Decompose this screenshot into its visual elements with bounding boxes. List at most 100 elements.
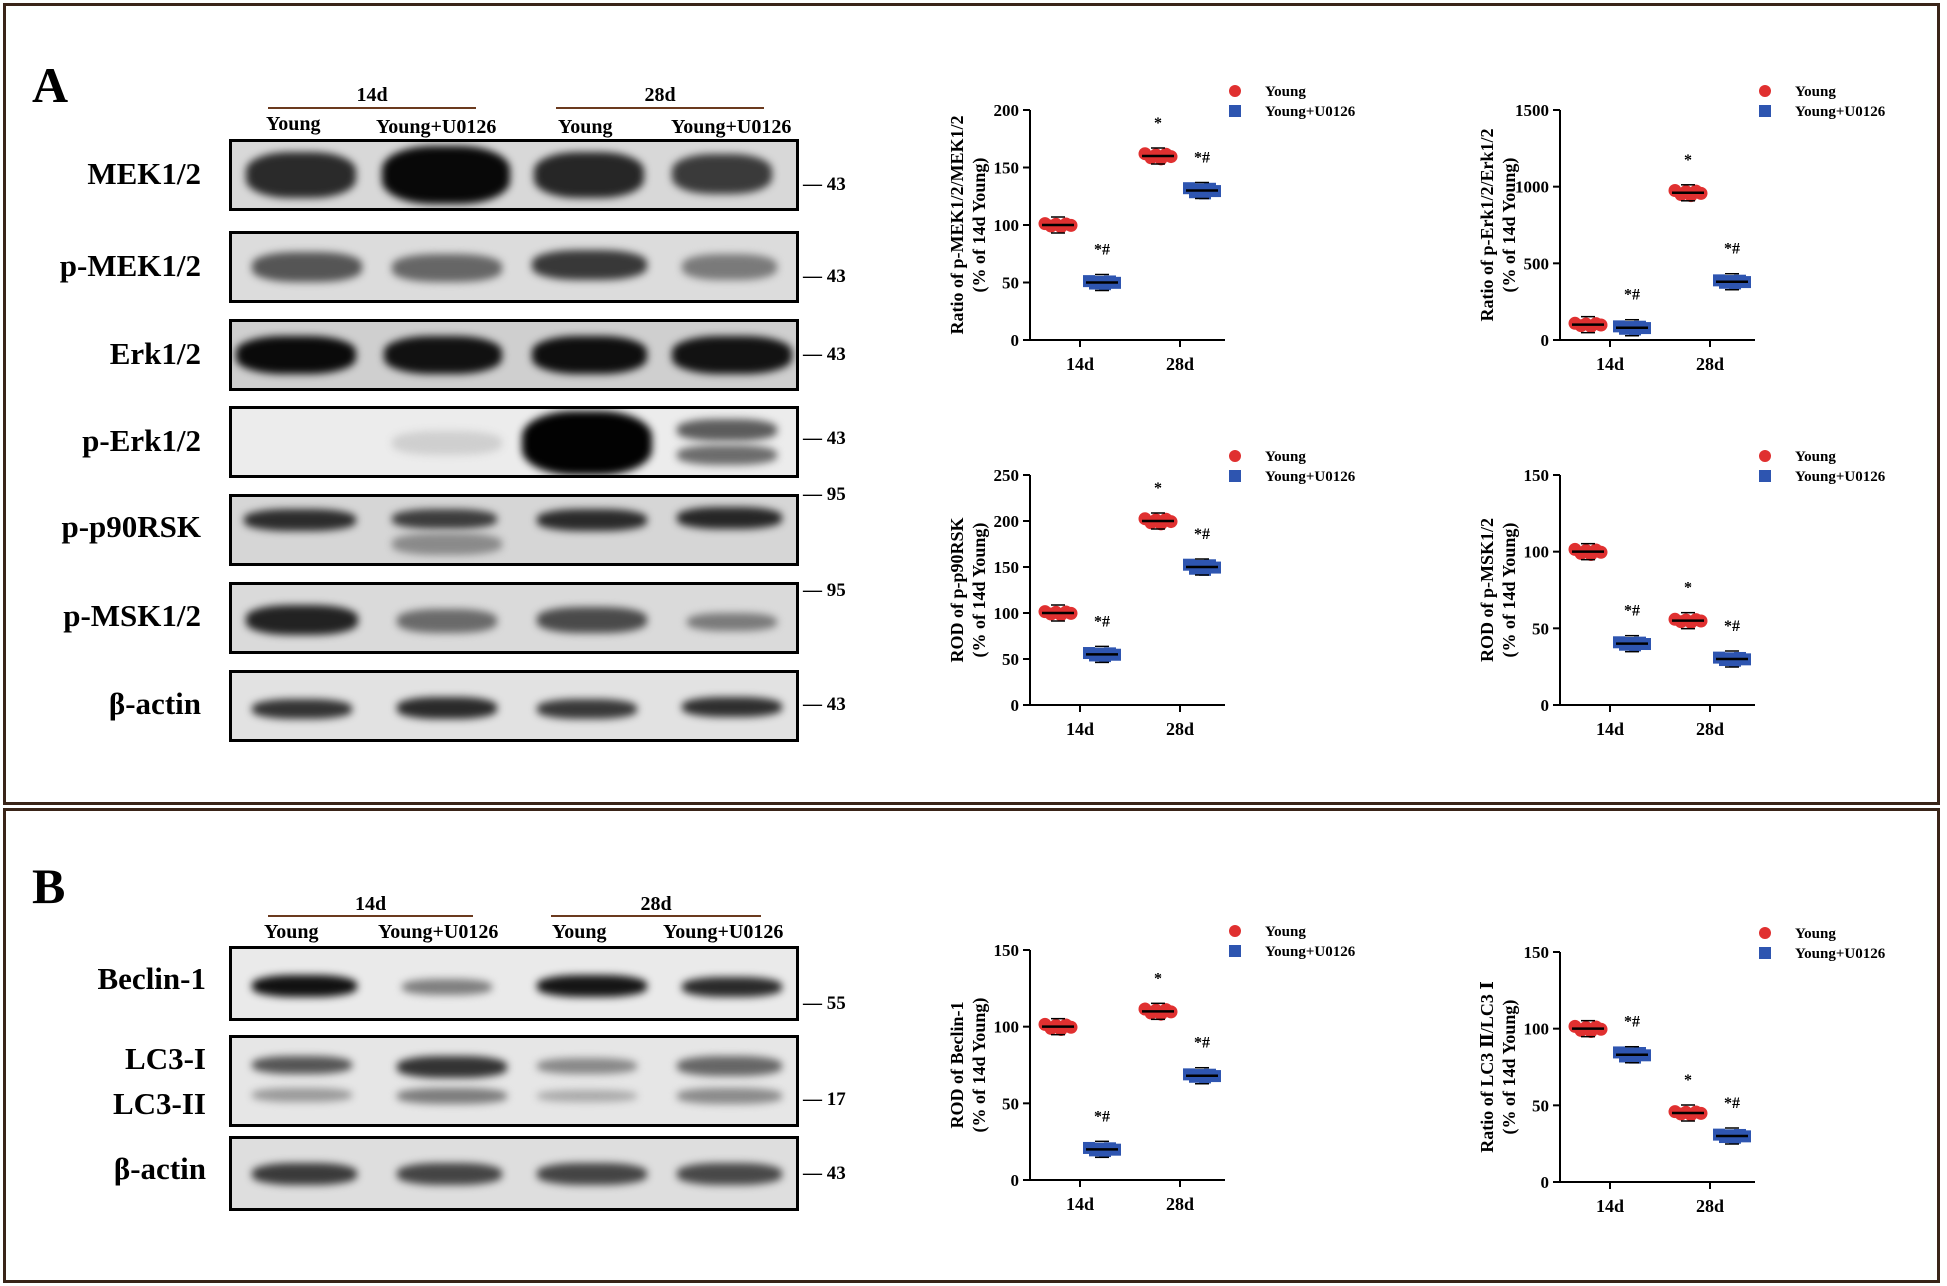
blot-label-lc3ii: LC3-II [112, 1086, 206, 1121]
chart-svg: 0 500 1000 1500 14d 28d Ratio of p-Erk1/2/Erk1… [1477, 84, 1886, 374]
chart-perk: 0 500 1000 1500 14d 28d Ratio of p-Erk1/2/Erk1… [1435, 75, 1915, 375]
blot-mek [229, 139, 799, 211]
significance-label: *# [1624, 603, 1640, 620]
panel-a: A 14d 28d Young Young+U0126 Young Young+… [3, 3, 1940, 805]
x-tick-label: 14d [1596, 1196, 1624, 1216]
lane-label: Young [552, 921, 607, 943]
band [677, 507, 782, 529]
band [397, 609, 497, 633]
blot-label-beclin: Beclin-1 [97, 961, 207, 996]
band [537, 509, 647, 531]
y-tick-label: 100 [994, 604, 1020, 623]
significance-label: * [1154, 480, 1162, 497]
y-tick-label: 150 [1524, 466, 1550, 485]
group-label-28d: 28d [644, 84, 676, 106]
band [402, 979, 492, 995]
y-axis-label: (% of 14d Young) [1499, 1000, 1520, 1135]
band [677, 1088, 782, 1104]
band [252, 252, 362, 282]
significance-label: *# [1724, 1095, 1740, 1112]
band [382, 146, 510, 204]
band [397, 697, 497, 719]
mw-marker: — 43 [803, 428, 846, 449]
significance-label: *# [1094, 242, 1110, 259]
mw-value: 43 [826, 266, 846, 287]
significance-label: *# [1624, 287, 1640, 304]
band [537, 699, 637, 719]
y-tick-label: 0 [1011, 696, 1020, 715]
chart-beclin: 0 50 100 150 14d 28d ROD of Beclin-1 (% of 14d … [905, 915, 1375, 1215]
group-line-28d [551, 915, 761, 917]
y-tick-label: 0 [1541, 331, 1550, 350]
significance-label: *# [1194, 150, 1210, 167]
legend-marker [1759, 947, 1771, 959]
legend-marker [1759, 927, 1771, 939]
mw-value: 55 [826, 993, 846, 1014]
blot-label-p90rsk: p-p90RSK [61, 509, 201, 544]
band [384, 336, 502, 374]
blot-label-perk: p-Erk1/2 [82, 423, 201, 458]
mw-marker: — 95 [803, 580, 846, 601]
y-tick-label: 50 [1532, 1096, 1549, 1115]
band [534, 152, 644, 198]
significance-label: *# [1194, 1035, 1210, 1052]
mw-marker: — 95 [803, 484, 846, 505]
y-axis-label: (% of 14d Young) [1499, 523, 1520, 658]
x-tick-label: 28d [1696, 354, 1724, 374]
mw-value: 17 [826, 1089, 846, 1110]
x-tick-label: 28d [1696, 1196, 1724, 1216]
significance-label: *# [1094, 1108, 1110, 1125]
chart-p90rsk: 0 50 100 150 200 250 14d 28d ROD of p-p90RSK (% o… [905, 440, 1375, 740]
mw-marker: — 43 [803, 694, 846, 715]
legend-label: Young [1795, 84, 1836, 100]
y-tick-label: 150 [1524, 943, 1550, 962]
chart-svg: 0 50 100 150 200 250 14d 28d ROD of p-p90RSK (% o… [947, 449, 1356, 739]
lane-label: Young+U0126 [378, 921, 499, 943]
y-tick-label: 150 [994, 941, 1020, 960]
y-tick-label: 100 [1524, 543, 1550, 562]
mw-value: 43 [826, 1163, 846, 1184]
y-tick-label: 50 [1002, 650, 1019, 669]
panel-letter-a: A [32, 57, 69, 113]
chart-svg: 0 50 100 150 200 14d 28d Ratio of p-MEK1/2/MEK1… [947, 84, 1356, 374]
group-line-14d [268, 915, 473, 917]
legend-label: Young+U0126 [1795, 469, 1886, 485]
blot-actin-b [229, 1136, 799, 1211]
y-tick-label: 200 [994, 512, 1020, 531]
legend-marker [1759, 450, 1771, 462]
chart-lc3: 0 50 100 150 14d 28d Ratio of LC3 Ⅱ/LC3 Ⅰ (% of… [1435, 917, 1915, 1217]
band [252, 1088, 352, 1102]
y-tick-label: 0 [1541, 1173, 1550, 1192]
legend-label: Young [1795, 449, 1836, 465]
blot-perk [229, 406, 799, 478]
legend-marker [1229, 925, 1241, 937]
band [677, 445, 777, 465]
blot-label-lc3i: LC3-I [125, 1041, 206, 1076]
y-tick-label: 250 [994, 466, 1020, 485]
mw-marker: — 17 [803, 1089, 846, 1110]
band [682, 697, 782, 717]
band [682, 977, 782, 997]
y-tick-label: 50 [1002, 274, 1019, 293]
band [537, 1163, 647, 1185]
x-tick-label: 28d [1166, 1194, 1194, 1214]
y-tick-label: 100 [994, 1018, 1020, 1037]
panel-letter-b: B [32, 858, 66, 914]
significance-label: *# [1094, 613, 1110, 630]
x-tick-label: 14d [1066, 1194, 1094, 1214]
band [392, 509, 497, 529]
significance-label: *# [1194, 526, 1210, 543]
lane-label: Young+U0126 [671, 116, 792, 138]
significance-label: *# [1724, 241, 1740, 258]
blot-label-erk: Erk1/2 [109, 336, 201, 371]
blot-label-mek: MEK1/2 [87, 156, 201, 191]
mw-marker: — 43 [803, 266, 846, 287]
blot-erk [229, 319, 799, 391]
band [677, 1163, 782, 1185]
y-axis-label: ROD of p-MSK1/2 [1477, 518, 1497, 662]
legend-label: Young+U0126 [1265, 104, 1356, 120]
band [532, 336, 647, 374]
legend-label: Young [1795, 926, 1836, 942]
band [532, 250, 647, 280]
group-line-14d [268, 107, 476, 109]
